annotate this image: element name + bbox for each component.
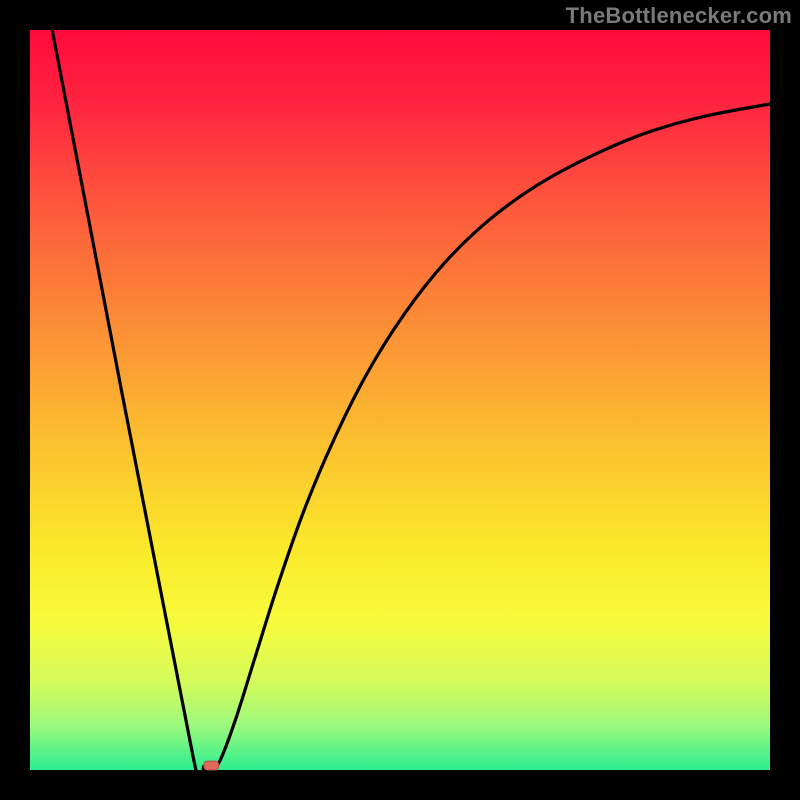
- plot-area: [30, 30, 770, 770]
- watermark-text: TheBottlenecker.com: [566, 3, 792, 29]
- chart-root: TheBottlenecker.com: [0, 0, 800, 800]
- chart-svg: [0, 0, 800, 800]
- minimum-marker: [204, 761, 219, 770]
